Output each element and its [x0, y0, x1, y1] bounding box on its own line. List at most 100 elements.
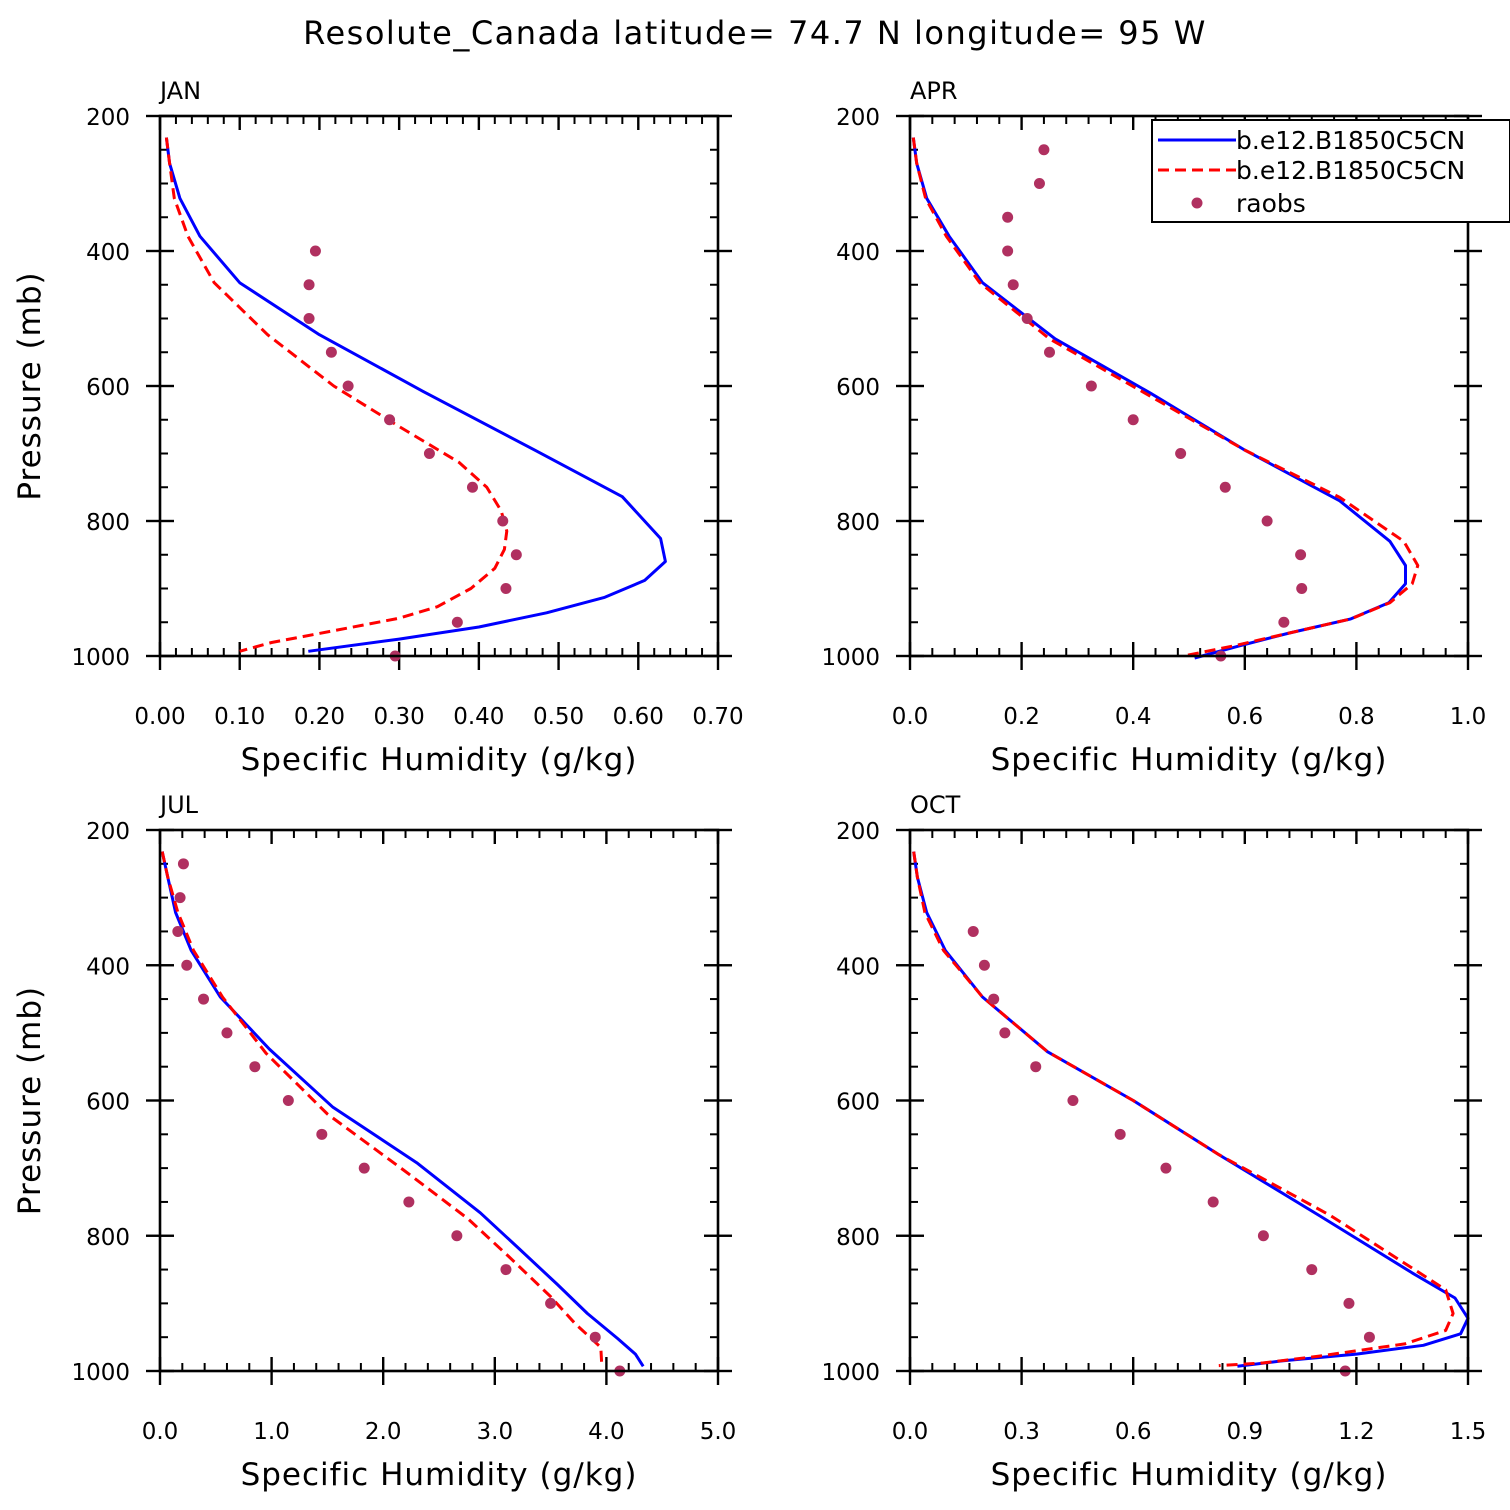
x-tick-label: 0.00: [134, 704, 185, 730]
y-tick-label: 1000: [821, 645, 880, 671]
raobs-point: [545, 1297, 557, 1309]
x-tick-label: 3.0: [477, 1419, 514, 1445]
y-tick-label: 200: [86, 819, 130, 845]
x-tick-label: 0.50: [533, 704, 584, 730]
x-tick-label: 0.10: [214, 704, 265, 730]
y-tick-label: 400: [86, 240, 130, 266]
raobs-point: [282, 1095, 294, 1106]
x-tick-label: 1.0: [253, 1419, 290, 1445]
raobs-point: [172, 925, 184, 937]
raobs-point: [999, 1027, 1011, 1039]
x-tick-label: 2.0: [365, 1419, 402, 1445]
y-tick-label: 400: [86, 954, 130, 980]
panel-jan: 0.00 0.10 0.20 0.30 0.40 0.50 0.60 0.70 200 400 60…: [12, 77, 744, 778]
y-tick-label: 600: [86, 1090, 130, 1116]
raobs-point: [384, 414, 396, 426]
y-tick-label: 800: [836, 510, 880, 536]
raobs-point: [451, 616, 463, 628]
x-tick-label: 0.20: [294, 704, 345, 730]
raobs-point: [1306, 1264, 1318, 1276]
raobs-point: [1030, 1061, 1042, 1073]
raobs-point: [1343, 1297, 1355, 1309]
raobs-point: [589, 1331, 601, 1343]
raobs-point: [309, 245, 321, 257]
y-tick-label: 800: [836, 1225, 880, 1251]
x-tick-label: 5.0: [700, 1419, 737, 1445]
raobs-point: [221, 1027, 233, 1039]
raobs-point: [978, 959, 990, 971]
raobs-point: [497, 515, 509, 527]
panel-label: APR: [910, 77, 958, 105]
raobs-point: [249, 1061, 261, 1073]
y-tick-label: 200: [836, 105, 880, 131]
legend-entry-label: b.e12.B1850C5CN: [1236, 156, 1465, 185]
raobs-point: [1278, 616, 1290, 628]
x-tick-label: 0.40: [453, 704, 504, 730]
model-1-solid-line: [912, 851, 1470, 1368]
model-2-dashed-line: [911, 137, 1420, 658]
legend-entry-label: raobs: [1236, 189, 1306, 218]
plot-frame: [158, 114, 720, 658]
raobs-point: [500, 583, 512, 594]
model-1-solid-line: [164, 137, 667, 653]
raobs-point: [1021, 313, 1033, 324]
raobs-point: [466, 481, 478, 493]
x-tick-label: 0.3: [1003, 1419, 1040, 1445]
raobs-point: [1296, 583, 1308, 594]
raobs-point: [303, 279, 315, 291]
raobs-point: [1207, 1196, 1219, 1208]
x-tick-label: 0.70: [692, 704, 743, 730]
model-2-dashed-line: [164, 137, 509, 653]
x-tick-label: 0.0: [892, 1419, 929, 1445]
raobs-point: [1007, 279, 1019, 291]
raobs-point: [358, 1162, 370, 1174]
raobs-point: [342, 380, 354, 392]
x-axis-title: Specific Humidity (g/kg): [241, 742, 638, 778]
legend-swatch-marker: [1191, 197, 1203, 209]
y-tick-label: 1000: [71, 1360, 130, 1386]
x-tick-label: 0.9: [1227, 1419, 1264, 1445]
raobs-point: [177, 858, 189, 870]
x-axis-title: Specific Humidity (g/kg): [991, 1457, 1388, 1493]
x-tick-label: 1.5: [1450, 1419, 1487, 1445]
raobs-point: [1114, 1128, 1126, 1140]
figure-title: Resolute_Canada latitude= 74.7 N longitu…: [303, 14, 1207, 52]
panel-label: JAN: [158, 77, 201, 105]
plot-frame: [908, 828, 1470, 1373]
y-tick-label: 400: [836, 240, 880, 266]
x-tick-label: 0.4: [1115, 704, 1152, 730]
raobs-point: [510, 549, 522, 561]
panel-jul: 0.0 1.0 2.0 3.0 4.0 5.0 200 400 600 800 1000 JUL Spe…: [12, 791, 736, 1493]
x-tick-label: 0.8: [1338, 704, 1375, 730]
raobs-point: [500, 1264, 512, 1276]
raobs-point: [198, 993, 210, 1005]
y-tick-label: 800: [86, 1225, 130, 1251]
raobs-point: [325, 346, 337, 358]
x-tick-label: 1.2: [1338, 1419, 1375, 1445]
x-tick-label: 0.30: [374, 704, 425, 730]
raobs-point: [1002, 245, 1014, 257]
y-tick-label: 400: [836, 954, 880, 980]
raobs-point: [988, 993, 1000, 1005]
x-tick-label: 0.0: [142, 1419, 179, 1445]
raobs-point: [174, 892, 186, 904]
panel-apr: 0.0 0.2 0.4 0.6 0.8 1.0 200 400 600 800 1000 APR Spe…: [821, 77, 1486, 778]
x-tick-label: 0.6: [1227, 704, 1264, 730]
raobs-point: [403, 1196, 415, 1208]
x-tick-label: 0.2: [1003, 704, 1040, 730]
x-tick-label: 1.0: [1450, 704, 1487, 730]
raobs-point: [316, 1128, 328, 1140]
legend-entry-label: b.e12.B1850C5CN: [1236, 126, 1465, 155]
raobs-point: [1261, 515, 1273, 527]
raobs-point: [967, 925, 979, 937]
plot-frame: [908, 114, 1470, 658]
raobs-point: [1002, 211, 1014, 223]
y-tick-label: 200: [86, 105, 130, 131]
x-tick-label: 4.0: [588, 1419, 625, 1445]
panel-label: OCT: [910, 791, 961, 819]
y-tick-label: 600: [836, 375, 880, 401]
raobs-point: [1257, 1230, 1269, 1242]
